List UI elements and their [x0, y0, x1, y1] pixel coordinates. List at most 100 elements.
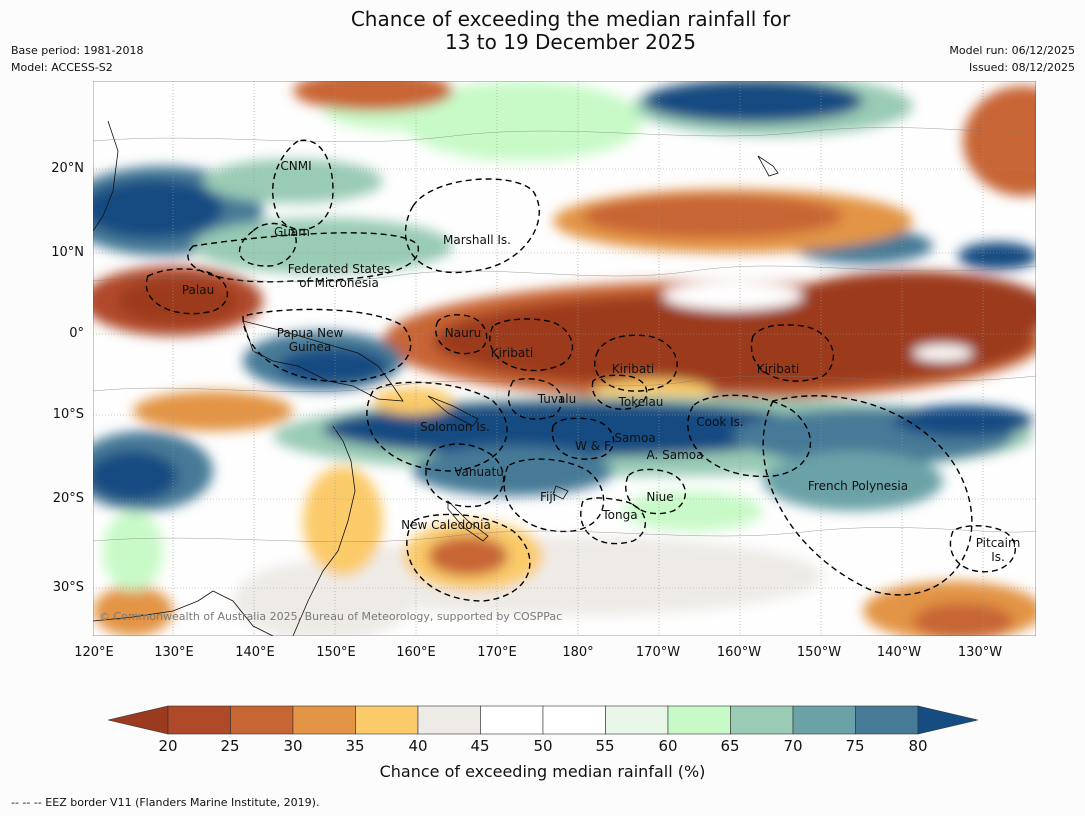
colorbar-swatch [855, 705, 919, 735]
eez-nauru [435, 314, 488, 355]
place-fiji: Fiji [539, 490, 557, 504]
base-period: Base period: 1981-2018 [11, 44, 144, 57]
contour-lines [93, 127, 1036, 543]
lon-label-150w: 150°W [796, 645, 842, 660]
lon-label-140e: 140°E [235, 645, 275, 660]
eez-pitcairn [949, 525, 1016, 573]
colorbar-tick-75: 75 [845, 737, 865, 755]
lat-label-20s: 20°S [52, 491, 84, 506]
eez-cnmi [272, 139, 334, 231]
colorbar-swatch [542, 705, 606, 735]
fiji [552, 485, 569, 500]
title-line-2: 13 to 19 December 2025 [444, 30, 696, 54]
place-wallis-futuna: W & F [575, 439, 611, 453]
place-marshall-islands: Marshall Is. [443, 233, 511, 247]
lon-label-160w: 160°W [716, 645, 762, 660]
colorbar-swatch [480, 705, 544, 735]
issued-date: Issued: 08/12/2025 [968, 61, 1075, 74]
meta-right: Model run: 06/12/2025 Issued: 08/12/2025 [949, 42, 1075, 76]
colorbar-swatch [792, 705, 856, 735]
eez-tokelau [591, 374, 648, 410]
copyright-notice: © Commonwealth of Australia 2025, Bureau… [99, 610, 563, 623]
place-niue: Niue [646, 490, 674, 504]
colorbar-swatch [605, 705, 669, 735]
place-tuvalu: Tuvalu [537, 392, 577, 406]
lon-label-150e: 150°E [316, 645, 356, 660]
place-kiribati-west: Kiribati [490, 346, 534, 360]
eez-kiribati-east [750, 324, 834, 382]
eez-kiribati-central [594, 334, 678, 392]
eez-micronesia [187, 232, 419, 283]
colorbar-label: Chance of exceeding median rainfall (%) [379, 762, 706, 781]
colorbar-swatch [292, 705, 356, 735]
colorbar-tick-80: 80 [908, 737, 928, 755]
eez-tonga [580, 497, 646, 545]
eez-kiribati-west [489, 318, 574, 372]
place-new-caledonia: New Caledonia [401, 518, 491, 532]
new-caledonia [447, 500, 489, 542]
colorbar [108, 705, 978, 735]
eez-solomon [366, 381, 508, 472]
lon-label-120e: 120°E [74, 645, 114, 660]
eez-new-caledonia [406, 513, 531, 602]
colorbar-tick-55: 55 [595, 737, 615, 755]
map-title: Chance of exceeding the median rainfall … [0, 8, 1085, 54]
colorbar-extend-high [917, 705, 978, 735]
eez-palau [145, 268, 229, 315]
place-samoa: Samoa [614, 431, 656, 445]
title-line-1: Chance of exceeding the median rainfall … [350, 7, 791, 31]
rainfall-map [93, 81, 1036, 636]
solomon-islands [427, 395, 479, 427]
australia-north-coast [93, 590, 274, 636]
australia-east-coast [292, 425, 356, 636]
hawaii [757, 155, 779, 177]
colorbar-extend-low [108, 705, 169, 735]
eez-footnote: -- -- -- EEZ border V11 (Flanders Marine… [11, 796, 320, 809]
lon-label-130e: 130°E [154, 645, 194, 660]
model-run: Model run: 06/12/2025 [949, 44, 1075, 57]
place-tonga: Tonga [602, 508, 638, 522]
colorbar-tick-65: 65 [720, 737, 740, 755]
colorbar-swatch [230, 705, 294, 735]
lon-label-180: 180° [562, 645, 594, 660]
colorbar-swatch [167, 705, 231, 735]
lon-label-170w: 170°W [635, 645, 681, 660]
place-papua-new-guinea: Papua New Guinea [276, 326, 344, 354]
eez-png [242, 308, 412, 383]
colorbar-swatch [667, 705, 731, 735]
lon-label-140w: 140°W [876, 645, 922, 660]
colorbar-tick-30: 30 [283, 737, 303, 755]
colorbar-tick-25: 25 [220, 737, 240, 755]
graticule [93, 81, 1036, 636]
new-guinea-coast [242, 320, 404, 402]
land-masses [93, 120, 779, 636]
lon-label-160e: 160°E [396, 645, 436, 660]
place-cnmi: CNMI [280, 159, 312, 173]
eez-vanuatu [425, 443, 505, 508]
philippines-coast [93, 120, 119, 232]
eez-borders [145, 139, 1016, 602]
colorbar-tick-35: 35 [345, 737, 365, 755]
lon-label-170e: 170°E [477, 645, 517, 660]
place-pitcairn-islands: Pitcairn Is. [975, 536, 1021, 564]
colorbar-tick-45: 45 [470, 737, 490, 755]
eez-fiji [503, 458, 605, 533]
place-palau: Palau [181, 283, 215, 297]
lat-label-10s: 10°S [52, 407, 84, 422]
meta-left: Base period: 1981-2018 Model: ACCESS-S2 [11, 42, 143, 76]
colorbar-tick-20: 20 [158, 737, 178, 755]
colorbar-tick-70: 70 [783, 737, 803, 755]
eez-french-polynesia [762, 395, 973, 596]
place-cook-islands: Cook Is. [696, 415, 744, 429]
place-guam: Guam [274, 225, 310, 239]
lat-label-20n: 20°N [51, 161, 84, 176]
eez-marshall [404, 178, 540, 274]
colorbar-tick-60: 60 [658, 737, 678, 755]
place-nauru: Nauru [444, 326, 482, 340]
eez-guam [238, 222, 297, 267]
colorbar-swatch [417, 705, 481, 735]
eez-samoa [551, 417, 615, 460]
place-tokelau: Tokelau [618, 395, 664, 409]
place-french-polynesia: French Polynesia [807, 479, 909, 493]
model-name: Model: ACCESS-S2 [11, 61, 113, 74]
